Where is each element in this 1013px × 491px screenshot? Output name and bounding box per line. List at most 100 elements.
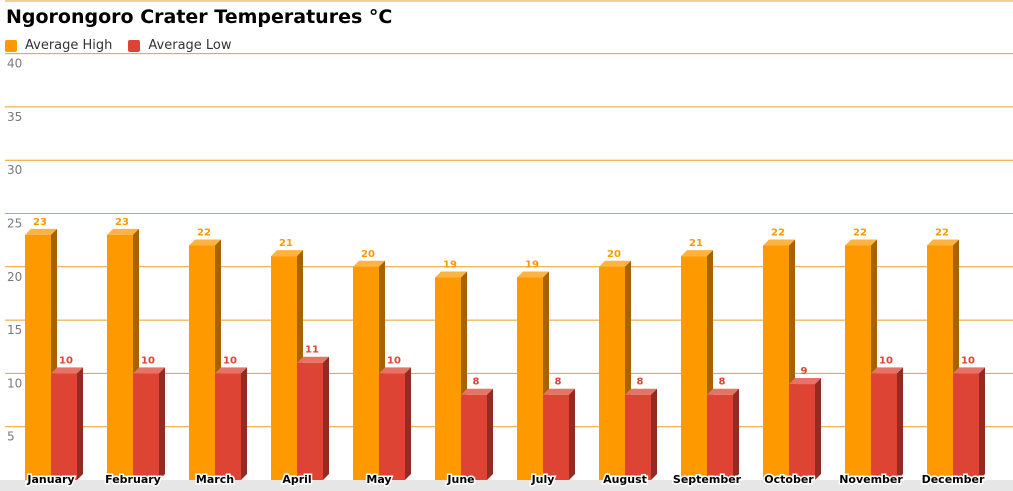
y-tick-label: 35 [7,110,22,124]
data-label-average-low: 10 [387,355,401,366]
bar-average-low[interactable] [789,384,815,480]
bar-top-average-high [845,239,877,246]
x-tick-label: February [105,473,161,486]
bars-layer [25,228,985,480]
bar-average-high[interactable] [353,266,379,480]
bar-average-low[interactable] [215,373,241,480]
x-tick-label: June [446,473,474,486]
bar-average-low[interactable] [51,373,77,480]
bar-average-high[interactable] [927,245,953,480]
chart-title: Ngorongoro Crater Temperatures °C [6,6,393,28]
bar-side-average-low [815,378,821,480]
bar-average-low[interactable] [543,394,569,480]
x-tick-label: March [196,473,234,486]
data-label-average-high: 22 [771,227,785,238]
bar-top-average-high [189,239,221,246]
bar-average-high[interactable] [435,277,461,480]
bar-average-low[interactable] [871,373,897,480]
bar-average-high[interactable] [599,266,625,480]
bar-top-average-low [707,388,739,395]
bar-top-average-low [215,367,247,374]
data-label-average-high: 22 [853,227,867,238]
data-label-average-low: 9 [801,366,808,377]
bar-top-average-high [517,271,549,278]
data-label-average-low: 10 [223,355,237,366]
data-label-average-high: 23 [115,217,129,228]
data-label-average-low: 10 [961,355,975,366]
bar-top-average-high [271,250,303,257]
bar-side-average-low [733,388,739,480]
labels-layer: 5 10 15 20 25 30 35 40 23 10 January 23 10 February 22… [7,57,986,488]
bar-top-average-low [51,367,83,374]
bar-side-average-low [323,356,329,480]
bar-average-low[interactable] [953,373,979,480]
x-tick-label: April [282,473,311,486]
data-label-average-low: 8 [555,377,562,388]
y-tick-label: 30 [7,163,22,177]
bar-top-average-low [625,388,657,395]
bar-average-low[interactable] [707,394,733,480]
data-label-average-low: 10 [141,355,155,366]
data-label-average-high: 22 [935,227,949,238]
bar-average-high[interactable] [681,256,707,480]
bar-side-average-low [897,367,903,480]
bar-top-average-high [681,250,713,257]
legend-swatch-average-low [128,39,141,52]
bar-top-average-low [461,388,493,395]
bar-average-high[interactable] [107,234,133,480]
data-label-average-high: 21 [689,238,703,249]
bar-top-average-low [953,367,985,374]
data-label-average-low: 11 [305,345,319,356]
bar-top-average-high [25,228,57,235]
bar-top-average-high [107,228,139,235]
data-label-average-high: 21 [279,238,293,249]
bar-side-average-low [569,388,575,480]
legend-swatch-average-high [5,39,17,52]
data-label-average-high: 20 [607,249,621,260]
bar-average-low[interactable] [461,394,487,480]
bar-average-high[interactable] [763,245,789,480]
y-tick-label: 5 [7,430,15,444]
bar-side-average-low [487,388,493,480]
data-label-average-high: 19 [443,259,457,270]
y-tick-label: 25 [7,217,22,231]
bar-top-average-high [435,271,467,278]
data-label-average-low: 10 [59,355,73,366]
bar-top-average-low [543,388,575,395]
legend-entry-average-low[interactable]: Average Low [128,38,232,53]
bar-average-low[interactable] [133,373,159,480]
x-tick-label: September [673,473,742,486]
y-tick-label: 15 [7,323,22,337]
x-tick-label: August [603,473,647,486]
data-label-average-high: 20 [361,249,375,260]
x-tick-label: October [764,473,814,486]
bar-side-average-low [979,367,985,480]
bar-average-high[interactable] [25,234,51,480]
bar-top-average-high [599,260,631,267]
x-tick-label: May [366,473,391,486]
bar-average-low[interactable] [297,362,323,480]
bar-average-high[interactable] [517,277,543,480]
bar-top-average-low [789,378,821,385]
chart-floor [0,480,1013,491]
data-label-average-low: 8 [719,377,726,388]
bar-average-low[interactable] [379,373,405,480]
bar-average-low[interactable] [625,394,651,480]
bar-side-average-low [159,367,165,480]
data-label-average-low: 8 [637,377,644,388]
data-label-average-high: 22 [197,227,211,238]
bar-average-high[interactable] [189,245,215,480]
x-tick-label: July [531,473,555,486]
bar-top-average-low [871,367,903,374]
data-label-average-low: 10 [879,355,893,366]
bar-average-high[interactable] [271,256,297,480]
y-tick-label: 40 [7,57,22,71]
bar-side-average-low [651,388,657,480]
bar-side-average-low [77,367,83,480]
legend-label-average-low: Average Low [148,38,232,53]
legend-entry-average-high[interactable]: Average High [5,38,112,53]
bar-top-average-high [763,239,795,246]
x-tick-label: December [922,473,985,486]
bar-average-high[interactable] [845,245,871,480]
